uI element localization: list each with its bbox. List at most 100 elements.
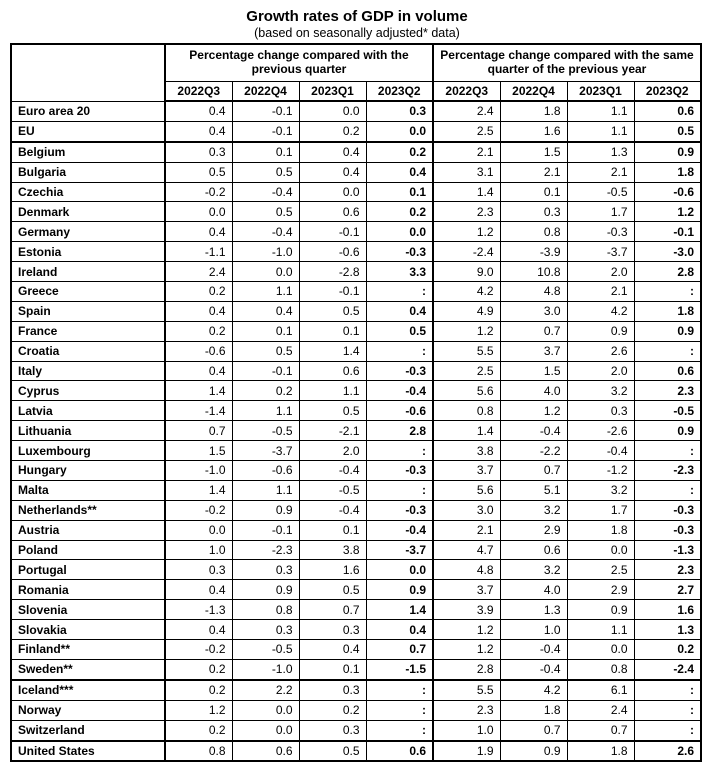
quarter-header: 2023Q1 xyxy=(298,81,367,102)
value-cell: 0.6 xyxy=(633,360,702,382)
country-name: France xyxy=(10,320,166,342)
value-cell: -1.4 xyxy=(164,400,233,422)
value-cell: 0.9 xyxy=(499,739,568,762)
value-cell: 2.5 xyxy=(566,559,635,581)
table-row: Romania 0.4 0.9 0.5 0.9 3.7 4.0 2.9 2.7 xyxy=(10,579,702,601)
value-cell: -0.3 xyxy=(633,499,702,521)
value-cell: 0.3 xyxy=(231,559,300,581)
value-cell: 0.3 xyxy=(164,559,233,581)
value-cell: 3.7 xyxy=(499,340,568,362)
value-cell: 1.8 xyxy=(633,300,702,322)
value-cell: 9.0 xyxy=(432,261,501,283)
value-cell: 0.0 xyxy=(298,181,367,203)
value-cell: 1.7 xyxy=(566,499,635,521)
value-cell: 4.0 xyxy=(499,579,568,601)
value-cell: -0.6 xyxy=(633,181,702,203)
value-cell: 2.3 xyxy=(432,699,501,721)
value-cell: 1.5 xyxy=(164,440,233,462)
value-cell: -0.1 xyxy=(231,519,300,541)
country-name: Norway xyxy=(10,699,166,721)
value-cell: 1.4 xyxy=(164,380,233,402)
value-cell: 1.8 xyxy=(566,519,635,541)
value-cell: 1.2 xyxy=(432,221,501,243)
country-name: Estonia xyxy=(10,241,166,263)
table-row: Estonia -1.1 -1.0 -0.6 -0.3 -2.4 -3.9 -3.7 -3.0 xyxy=(10,241,702,263)
value-cell: 0.2 xyxy=(298,699,367,721)
value-cell: 6.1 xyxy=(566,678,635,701)
value-cell: 1.2 xyxy=(164,699,233,721)
value-cell: -1.0 xyxy=(231,658,300,681)
country-name: Sweden** xyxy=(10,658,166,681)
value-cell: 0.4 xyxy=(164,100,233,122)
country-name: Finland** xyxy=(10,639,166,660)
value-cell: 0.0 xyxy=(231,261,300,283)
value-cell: 4.9 xyxy=(432,300,501,322)
value-cell: 2.4 xyxy=(164,261,233,283)
value-cell: 2.3 xyxy=(432,201,501,223)
value-cell: -0.1 xyxy=(231,120,300,143)
value-cell: 0.0 xyxy=(365,221,434,243)
value-cell: 4.0 xyxy=(499,380,568,402)
value-cell: 3.2 xyxy=(499,559,568,581)
value-cell: 0.3 xyxy=(231,619,300,641)
table-row: Euro area 20 0.4 -0.1 0.0 0.3 2.4 1.8 1.1 0.6 xyxy=(10,100,702,122)
value-cell: -0.1 xyxy=(298,281,367,302)
value-cell: -0.6 xyxy=(231,460,300,481)
table-row: Belgium 0.3 0.1 0.4 0.2 2.1 1.5 1.3 0.9 xyxy=(10,140,702,163)
value-cell: 1.1 xyxy=(298,380,367,402)
group-header-previous-quarter: Percentage change compared with the prev… xyxy=(164,43,434,82)
country-name: Cyprus xyxy=(10,380,166,402)
value-cell: 0.6 xyxy=(231,739,300,762)
value-cell: 0.6 xyxy=(298,360,367,382)
value-cell: -0.5 xyxy=(298,479,367,501)
value-cell: -0.6 xyxy=(365,400,434,422)
table-row: Germany 0.4 -0.4 -0.1 0.0 1.2 0.8 -0.3 -0.1 xyxy=(10,221,702,243)
value-cell: 0.2 xyxy=(231,380,300,402)
value-cell: : xyxy=(365,678,434,701)
value-cell: 4.2 xyxy=(499,678,568,701)
value-cell: 1.1 xyxy=(566,619,635,641)
quarter-header: 2022Q3 xyxy=(432,81,501,102)
value-cell: 1.2 xyxy=(432,320,501,342)
value-cell: -1.0 xyxy=(231,241,300,263)
value-cell: 0.2 xyxy=(164,678,233,701)
table-row: Denmark 0.0 0.5 0.6 0.2 2.3 0.3 1.7 1.2 xyxy=(10,201,702,223)
value-cell: 1.2 xyxy=(432,639,501,660)
value-cell: -1.5 xyxy=(365,658,434,681)
value-cell: 0.3 xyxy=(499,201,568,223)
value-cell: 0.5 xyxy=(298,400,367,422)
value-cell: 4.8 xyxy=(432,559,501,581)
country-name: EU xyxy=(10,120,166,143)
value-cell: -0.4 xyxy=(499,420,568,442)
country-name: Greece xyxy=(10,281,166,302)
country-name: Lithuania xyxy=(10,420,166,442)
table-row: Lithuania 0.7 -0.5 -2.1 2.8 1.4 -0.4 -2.6 0.9 xyxy=(10,420,702,442)
value-cell: 1.1 xyxy=(231,281,300,302)
country-name: Slovakia xyxy=(10,619,166,641)
value-cell: 3.7 xyxy=(432,460,501,481)
value-cell: : xyxy=(633,678,702,701)
value-cell: 1.2 xyxy=(499,400,568,422)
value-cell: : xyxy=(365,479,434,501)
country-name: Switzerland xyxy=(10,719,166,742)
value-cell: 0.7 xyxy=(298,599,367,621)
table-row: Malta 1.4 1.1 -0.5:5.6 5.1 3.2: xyxy=(10,479,702,501)
value-cell: -0.2 xyxy=(164,181,233,203)
value-cell: 0.0 xyxy=(365,559,434,581)
table-row: Spain 0.4 0.4 0.5 0.4 4.9 3.0 4.2 1.8 xyxy=(10,300,702,322)
value-cell: 1.4 xyxy=(365,599,434,621)
table-row: Portugal 0.3 0.3 1.6 0.0 4.8 3.2 2.5 2.3 xyxy=(10,559,702,581)
value-cell: 1.1 xyxy=(566,120,635,143)
group-header-previous-year: Percentage change compared with the same… xyxy=(432,43,702,82)
value-cell: -0.4 xyxy=(499,639,568,660)
value-cell: -0.3 xyxy=(365,360,434,382)
value-cell: 2.0 xyxy=(566,261,635,283)
value-cell: 3.3 xyxy=(365,261,434,283)
value-cell: -2.4 xyxy=(633,658,702,681)
value-cell: : xyxy=(365,719,434,742)
value-cell: 3.1 xyxy=(432,161,501,183)
country-name: Slovenia xyxy=(10,599,166,621)
value-cell: 0.1 xyxy=(499,181,568,203)
value-cell: 1.3 xyxy=(633,619,702,641)
value-cell: 0.9 xyxy=(633,320,702,342)
